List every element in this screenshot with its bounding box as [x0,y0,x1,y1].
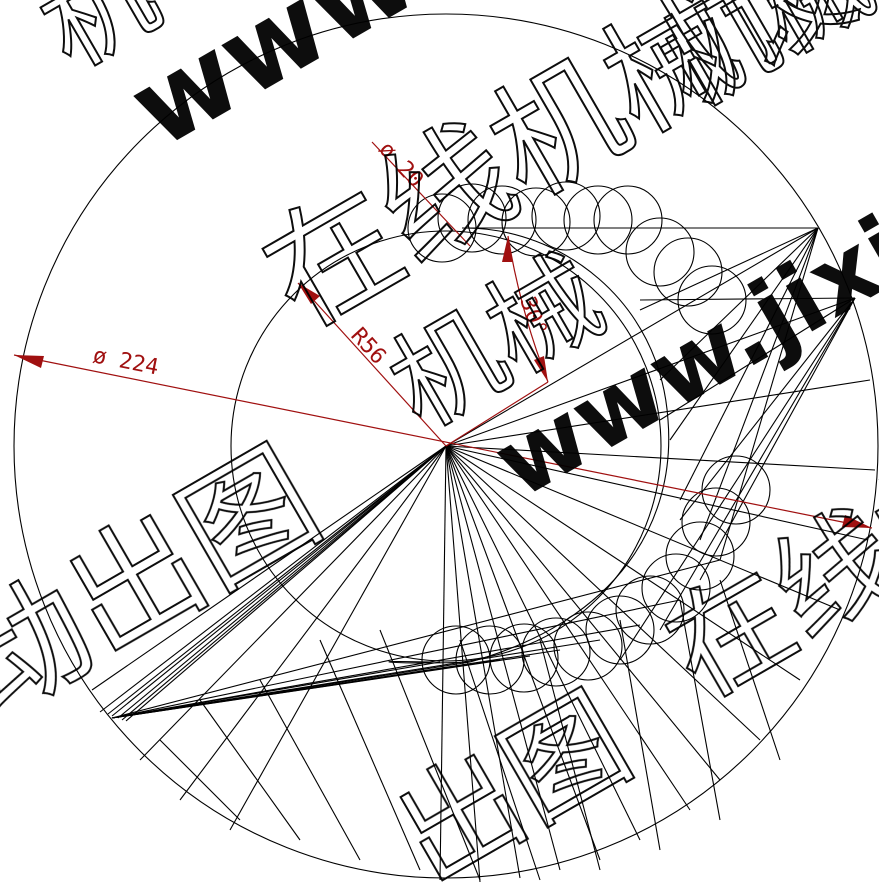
dim-line-angle-ref [445,381,549,447]
center-to-left-line-1 [117,445,447,719]
right-tri-line-3 [699,297,856,581]
dim-arrow-angle-bottom [534,356,548,382]
roller-circle-1 [437,183,507,253]
left-to-cam-line-7 [111,599,681,719]
radial-line-7 [445,445,761,741]
roller-circle-4 [531,181,601,251]
radial-line-14 [445,445,481,883]
left-to-cam-line-5 [111,639,601,719]
center-to-left-line-2 [121,445,447,721]
bottom-construction-line-5 [459,639,541,881]
right-tri-line-4 [659,297,856,631]
center-to-left-line-3 [125,445,447,722]
dim-line-outer-diameter [13,354,873,529]
radial-line-2 [445,379,871,447]
roller-circle-13 [641,553,711,623]
roller-circle-2 [467,185,537,255]
radial-line-15 [439,445,447,881]
radial-line-10 [445,445,641,841]
tangent-line-3 [669,227,819,441]
roller-circle-11 [681,487,751,557]
cam-geometry [13,13,879,883]
right-tri-line-2 [679,297,856,521]
center-to-left-line-8 [179,445,447,801]
left-to-cam-line-6 [111,624,641,719]
roller-circle-14 [615,575,685,645]
center-to-left-line-4 [107,445,447,715]
roller-circle-10 [701,455,771,525]
radial-line-6 [445,445,801,681]
dim-line-roller-diameter [371,141,471,247]
radial-line-4 [445,445,869,541]
tangent-line-6 [719,227,819,561]
left-to-cam-line-4 [111,649,561,719]
roller-circle-16 [553,611,623,681]
roller-circle-5 [563,185,633,255]
roller-circle-3 [501,187,571,257]
bottom-construction-line-6 [539,639,601,871]
radial-line-5 [445,445,841,611]
dim-arrow-radius [298,283,320,304]
watermark-left-cn: 动出图 [0,420,343,747]
base-circle [230,230,662,662]
left-to-cam-line-8 [111,559,721,719]
bottom-construction-line-9 [719,579,781,761]
roller-circle-7 [625,217,695,287]
bottom-construction-line-7 [619,619,661,851]
bottom-construction-line-2 [259,679,361,861]
dim-line-inner-radius [297,282,447,447]
watermark-bottom-cn: 出图 [375,669,652,884]
dim-arrow-angle-top [502,236,513,262]
dim-arrow-left [14,355,44,368]
bottom-construction-line-3 [319,639,421,871]
tangent-line-1 [639,227,819,311]
bottom-construction-line-4 [379,629,481,881]
center-to-left-line-0 [111,445,447,717]
right-tri-line-5 [619,297,856,661]
cam-profile [388,227,670,664]
bottom-construction-line-8 [679,599,721,821]
center-to-left-line-7 [139,445,447,761]
radial-line-8 [445,445,721,781]
center-to-left-line-5 [99,445,447,713]
radial-line-1 [445,297,856,447]
tangent-line-5 [699,227,819,541]
radial-line-11 [445,445,601,861]
outer-circle [13,13,879,879]
dim-arrow-right [842,515,872,528]
right-tri-line-1 [659,297,856,421]
radial-line-9 [445,445,691,811]
roller-circle-12 [665,521,735,591]
radial-line-0 [445,227,819,447]
tangent-line-2 [659,227,819,381]
dim-text-outer-diameter: ø 224 [91,343,161,380]
bottom-construction-line-0 [159,739,241,821]
center-to-left-line-9 [229,445,447,831]
radial-line-3 [445,445,876,471]
bottom-construction-line-1 [199,699,301,841]
roller-circle-19 [455,625,525,695]
roller-circle-6 [593,185,663,255]
center-to-left-line-6 [91,445,447,691]
right-tri-line-0 [639,297,856,301]
roller-circle-20 [421,625,491,695]
radial-line-12 [445,445,561,871]
roller-circle-15 [585,595,655,665]
